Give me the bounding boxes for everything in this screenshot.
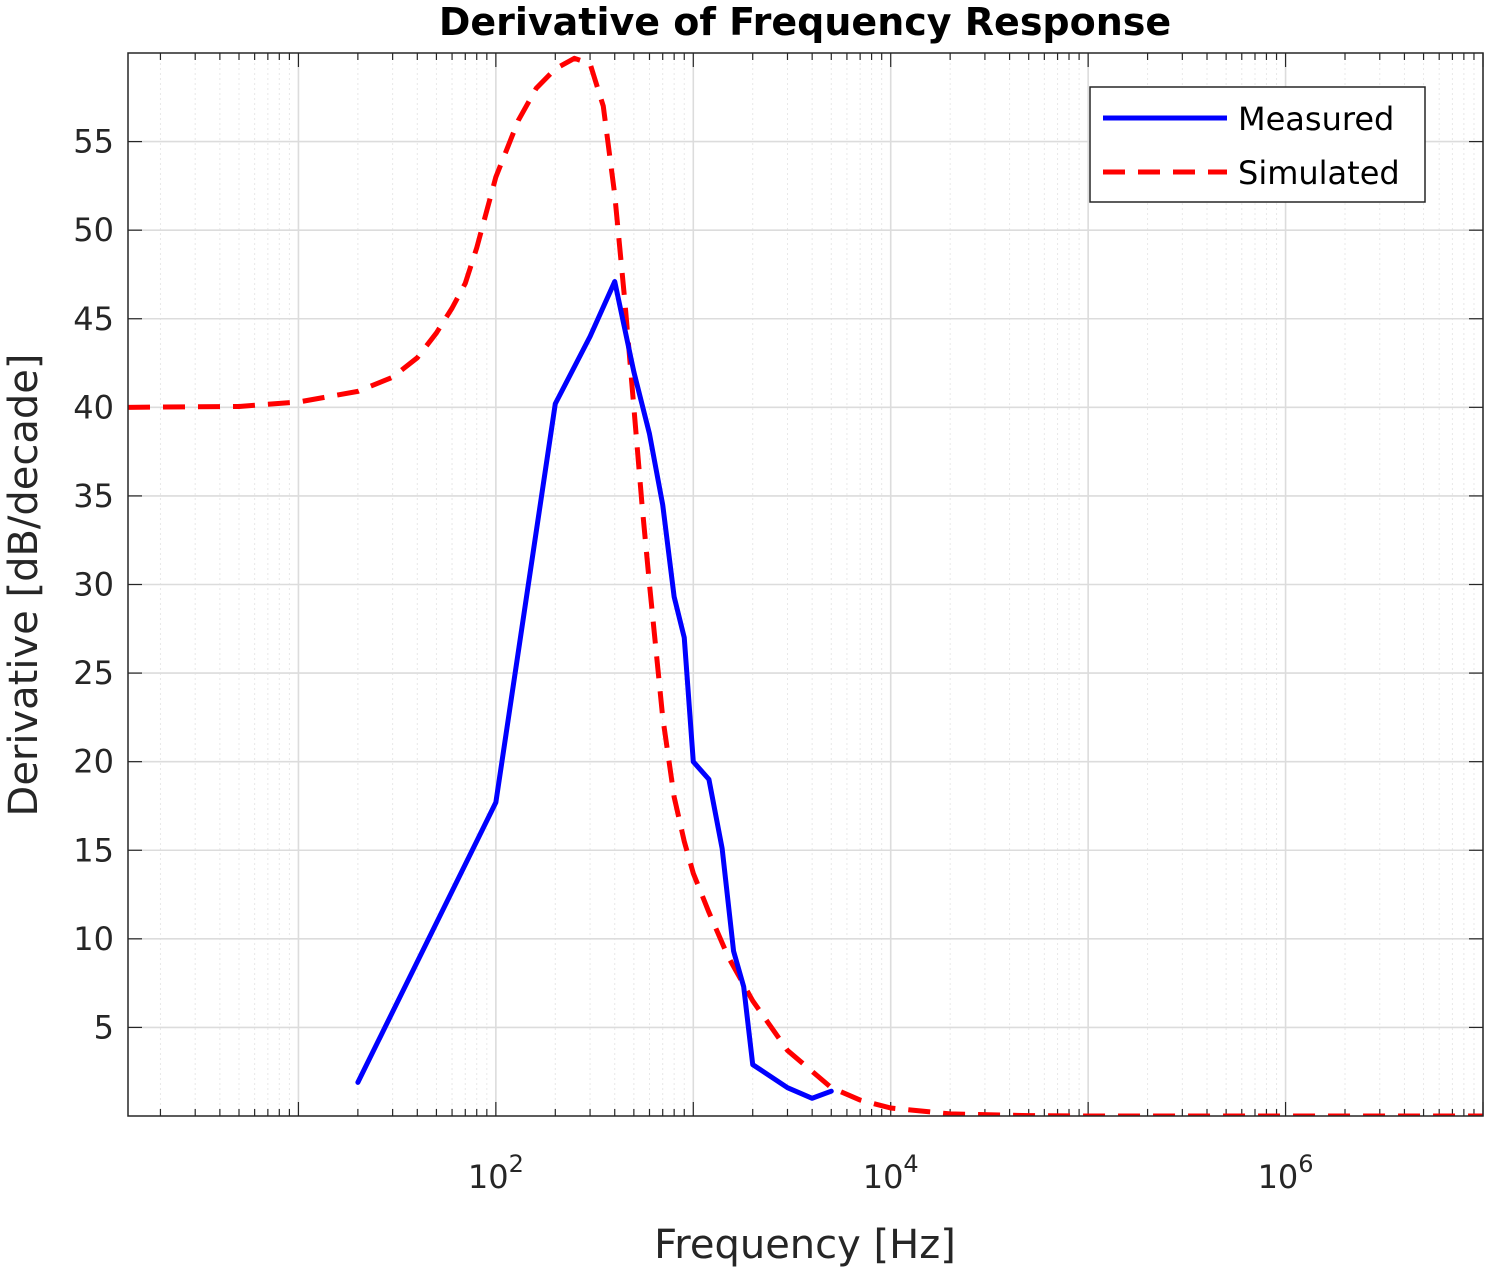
y-tick-label: 5: [94, 1008, 114, 1046]
y-axis-label: Derivative [dB/decade]: [1, 354, 47, 817]
series-line-measured: [355, 279, 834, 1101]
axis-ticks: [128, 53, 1484, 1116]
x-tick-label: 104: [863, 1150, 919, 1196]
legend-label-measured: Measured: [1238, 100, 1394, 138]
x-tick-label: 106: [1258, 1150, 1314, 1196]
plot-frame: [127, 52, 1484, 1117]
series-layer: [128, 55, 1483, 1116]
y-tick-label: 10: [73, 920, 114, 958]
y-tick-label: 55: [73, 123, 114, 161]
legend: Measured Simulated: [1089, 86, 1426, 203]
y-tick-label: 20: [73, 743, 114, 781]
y-tick-label: 45: [73, 300, 114, 338]
y-tick-label: 40: [73, 388, 114, 426]
y-tick-label: 35: [73, 477, 114, 515]
tick-labels: 5 10 15 20 25 30 35 40 45 50 55 102 104 106: [73, 123, 1313, 1196]
y-tick-label: 25: [73, 654, 114, 692]
series-line-simulated: [128, 55, 1483, 1116]
x-tick-label: 102: [468, 1150, 524, 1196]
y-tick-label: 15: [73, 831, 114, 869]
legend-box: [1089, 86, 1426, 203]
legend-label-simulated: Simulated: [1238, 154, 1400, 192]
y-tick-label: 50: [73, 211, 114, 249]
x-axis-label: Frequency [Hz]: [654, 1222, 956, 1268]
chart-title: Derivative of Frequency Response: [439, 0, 1171, 44]
y-tick-label: 30: [73, 566, 114, 604]
